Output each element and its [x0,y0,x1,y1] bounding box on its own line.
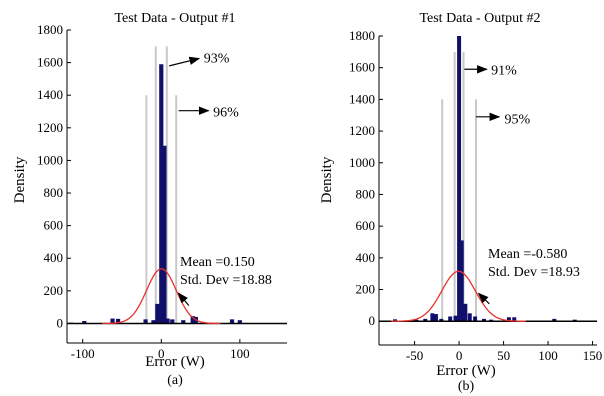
mean-stat: Mean =0.150 [180,255,255,270]
x-tick-label: 50 [497,348,510,363]
normal-fit-curve [102,268,221,325]
plot-area: 0 200 400 600 800 1000 1200 1400 1600 1800 -100 0 10… [37,22,287,361]
histogram-bar [439,318,444,322]
histogram-bar [82,320,87,324]
histogram-bar [170,319,175,324]
normal-fit-curve [391,270,526,322]
histogram-bar [512,317,517,322]
histogram-bar [159,64,164,324]
annotation-label: 93% [204,52,230,67]
y-axis-label: Density [319,156,335,203]
histogram-bar [155,303,160,324]
histogram-bar [481,318,486,322]
histogram-bar [181,320,186,324]
histogram-bar [229,319,235,324]
mean-stat: Mean =-0.580 [488,247,567,262]
histogram-bar [552,318,557,322]
histogram-bar [190,316,195,324]
histogram-bar [433,314,438,322]
histogram-bar [115,318,121,324]
y-tick-label: 400 [44,250,64,265]
histogram-bar [467,313,472,322]
x-tick-label: 0 [456,348,463,363]
histogram-bar [489,319,494,322]
histogram-bar [414,319,419,322]
y-tick-label: 1200 [37,120,63,135]
y-tick-label: 800 [44,185,64,200]
histogram-bar [430,313,435,322]
histogram-bar [448,316,453,322]
plot-area: 0 200 400 600 800 1000 1200 1400 1600 1800 -50 0 50 1… [349,28,602,363]
histogram-bar [506,317,511,322]
panel-a: Test Data - Output #1 Density Error (W) … [12,11,287,388]
y-tick-label: 1000 [349,155,375,170]
chart-title: Test Data - Output #2 [419,11,540,26]
chart-title: Test Data - Output #1 [114,11,235,26]
x-tick-label: 100 [538,348,558,363]
y-tick-label: 1600 [349,60,375,75]
histogram-bar [165,318,170,324]
x-tick-label: -50 [406,348,423,363]
y-tick-label: 400 [356,250,376,265]
histogram-bar [143,319,148,324]
y-tick-label: 0 [369,313,376,328]
x-tick-label: 100 [230,346,250,361]
y-tick-label: 800 [356,186,376,201]
y-tick-label: 1800 [349,28,375,43]
y-tick-label: 600 [356,218,376,233]
panel-b: Test Data - Output #2 Density Error (W) … [319,11,602,394]
y-tick-label: 200 [356,282,376,297]
panel-caption: (b) [458,379,475,394]
stats-arrow [177,292,190,306]
histogram-bar [151,320,156,324]
annotation-label: 96% [213,106,239,121]
x-axis-label: Error (W) [145,354,205,370]
histogram-bar [457,36,462,322]
y-tick-label: 1800 [37,22,63,37]
histogram-bar [453,315,458,322]
y-axis-label: Density [12,156,28,203]
x-tick-label: 150 [583,348,603,363]
histogram-bar [572,319,577,322]
histogram-bar [237,320,242,324]
histogram-bar [162,145,167,324]
y-tick-label: 600 [44,218,64,233]
annotation-label: 95% [504,112,530,127]
histogram-bar [110,318,115,324]
histogram-bar [393,319,398,322]
y-tick-label: 1000 [37,152,63,167]
x-tick-label: 0 [158,346,165,361]
y-tick-label: 0 [57,315,64,330]
histogram-bar [423,318,428,322]
histogram-bar [463,303,468,322]
y-tick-label: 1200 [349,123,375,138]
panel-caption: (a) [167,373,183,388]
y-tick-label: 1600 [37,55,63,70]
annotation-arrow [168,56,201,67]
y-tick-label: 200 [44,283,64,298]
x-tick-label: -100 [71,346,95,361]
stats-arrow [477,292,490,305]
std-stat: Std. Dev =18.93 [488,265,580,280]
std-stat: Std. Dev =18.88 [180,273,272,288]
histogram-bar [473,316,478,322]
x-axis-label: Error (W) [436,363,496,379]
histogram-bar [459,240,464,322]
annotation-label: 91% [491,63,517,78]
y-tick-label: 1400 [349,91,375,106]
y-tick-label: 1400 [37,87,63,102]
